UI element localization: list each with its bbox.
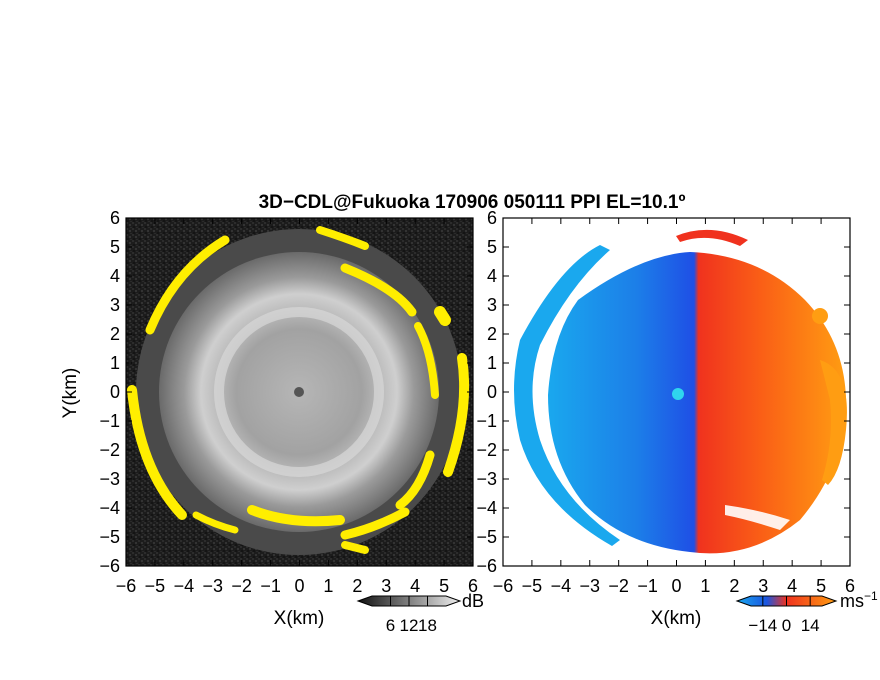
velocity-x-tick-label: −3 [579, 576, 600, 596]
velocity-center-spot [672, 388, 684, 400]
velocity-y-tick-label: 3 [487, 295, 497, 315]
reflectivity-y-axis-label: Y(km) [60, 368, 81, 419]
reflectivity-y-tick-labels: 6 5 4 3 2 1 0 −1 −2 −3 −4 −5 −6 [99, 208, 120, 576]
velocity-x-tick-label: 5 [816, 576, 826, 596]
reflectivity-x-tick-label: −1 [260, 576, 281, 596]
velocity-x-tick-label: −6 [493, 576, 514, 596]
velocity-y-tick-label: −6 [476, 556, 497, 576]
velocity-y-tick-label: −5 [476, 527, 497, 547]
reflectivity-y-tick-label: 2 [110, 324, 120, 344]
reflectivity-x-tick-label: −4 [174, 576, 195, 596]
reflectivity-x-tick-label: −5 [145, 576, 166, 596]
reflectivity-colorbar: 6 12 18 dB [356, 591, 484, 635]
velocity-colorbar: −14 0 14 ms−1 [735, 589, 878, 635]
velocity-x-axis-label: X(km) [651, 608, 702, 629]
velocity-y-tick-label: 2 [487, 324, 497, 344]
velocity-x-tick-label: −1 [637, 576, 658, 596]
velocity-y-tick-label: 0 [487, 382, 497, 402]
reflectivity-y-tick-label: −1 [99, 411, 120, 431]
reflectivity-echo-arcs [127, 226, 470, 554]
velocity-ticks [502, 217, 851, 567]
reflectivity-y-tick-label: 0 [110, 382, 120, 402]
velocity-x-tick-label: 6 [845, 576, 855, 596]
velocity-image [503, 218, 850, 566]
velocity-top-arc [676, 229, 748, 246]
reflectivity-x-tick-label: 6 [468, 576, 478, 596]
velocity-main-disk [548, 252, 847, 554]
velocity-outer-arc-positive [820, 360, 847, 485]
reflectivity-y-tick-label: 6 [110, 208, 120, 228]
reflectivity-colorbar-tick-label: 18 [418, 616, 437, 635]
velocity-y-tick-label: −2 [476, 440, 497, 460]
velocity-x-tick-label: 1 [700, 576, 710, 596]
reflectivity-panel: −6 −5 −4 −3 −2 −1 0 1 2 3 4 5 6 6543210−1−2−3−4−5−6 … [60, 208, 484, 635]
velocity-y-tick-label: −1 [476, 411, 497, 431]
velocity-x-tick-labels: −6 −5 −4 −3 −2 −1 0 1 2 3 4 5 6 [493, 576, 855, 596]
velocity-y-tick-label: 1 [487, 353, 497, 373]
velocity-colorbar-unit: ms−1 [840, 589, 878, 611]
velocity-gap [725, 505, 790, 530]
reflectivity-y-tick-label: −2 [99, 440, 120, 460]
reflectivity-x-tick-label: −2 [231, 576, 252, 596]
velocity-colorbar-ticks: −14 0 14 [748, 596, 820, 635]
velocity-x-tick-label: −2 [608, 576, 629, 596]
reflectivity-x-tick-label: −6 [116, 576, 137, 596]
velocity-colorbar-unit-base: ms [840, 591, 864, 611]
reflectivity-y-tick-label: 1 [110, 353, 120, 373]
velocity-colorbar-tick-label: −14 [748, 616, 777, 635]
reflectivity-x-axis-label: X(km) [274, 608, 325, 629]
reflectivity-x-tick-label: −3 [202, 576, 223, 596]
velocity-x-tick-label: −5 [522, 576, 543, 596]
reflectivity-y-tick-label: −6 [99, 556, 120, 576]
velocity-x-tick-label: 2 [729, 576, 739, 596]
velocity-y-tick-label: 6 [487, 208, 497, 228]
figure-title: 3D−CDL@Fukuoka 170906 050111 PPI EL=10.1… [259, 192, 686, 213]
velocity-x-tick-label: 3 [758, 576, 768, 596]
reflectivity-colorbar-tick-label: 12 [400, 616, 419, 635]
reflectivity-x-tick-label: 5 [439, 576, 449, 596]
velocity-y-tick-label: 4 [487, 266, 497, 286]
reflectivity-x-tick-label: 0 [294, 576, 304, 596]
velocity-colorbar-unit-exponent: −1 [864, 589, 878, 603]
reflectivity-x-tick-labels: −6 −5 −4 −3 −2 −1 0 1 2 3 4 5 6 [116, 576, 478, 596]
velocity-y-tick-label: −4 [476, 498, 497, 518]
reflectivity-y-tick-label: 4 [110, 266, 120, 286]
velocity-y-tick-label: −3 [476, 469, 497, 489]
velocity-colorbar-tick-label: 0 [782, 616, 791, 635]
velocity-panel: −6 −5 −4 −3 −2 −1 0 1 2 3 4 5 6 6543210−1−2−3−4−5−6 … [476, 208, 878, 635]
velocity-x-tick-label: 4 [787, 576, 797, 596]
reflectivity-center-spot [294, 387, 304, 397]
velocity-outer-arc-negative [514, 245, 620, 546]
reflectivity-ticks [125, 217, 474, 567]
velocity-cell-east [812, 308, 828, 324]
reflectivity-x-tick-label: 1 [323, 576, 333, 596]
reflectivity-colorbar-unit: dB [462, 591, 484, 611]
velocity-x-tick-label: −4 [551, 576, 572, 596]
reflectivity-y-tick-label: −4 [99, 498, 120, 518]
reflectivity-x-tick-label: 3 [381, 576, 391, 596]
velocity-colorbar-tick-label: 14 [801, 616, 820, 635]
reflectivity-colorbar-tick-label: 6 [386, 616, 395, 635]
reflectivity-bright-ring [214, 307, 384, 477]
reflectivity-x-tick-label: 4 [410, 576, 420, 596]
velocity-y-tick-labels: 6 5 4 3 2 1 0 −1 −2 −3 −4 −5 −6 [476, 208, 497, 576]
reflectivity-image [126, 218, 473, 566]
reflectivity-y-tick-label: −3 [99, 469, 120, 489]
reflectivity-colorbar-ticks: 6 12 18 [386, 596, 437, 635]
reflectivity-y-tick-label: −5 [99, 527, 120, 547]
reflectivity-x-tick-label: 2 [352, 576, 362, 596]
reflectivity-y-tick-label: 5 [110, 237, 120, 257]
velocity-y-tick-label: 5 [487, 237, 497, 257]
velocity-x-tick-label: 0 [671, 576, 681, 596]
reflectivity-y-tick-label: 3 [110, 295, 120, 315]
